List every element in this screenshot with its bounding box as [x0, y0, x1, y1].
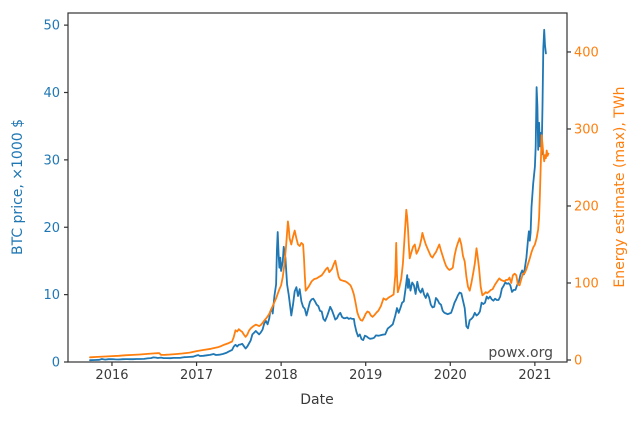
x-tick-label-2018: 2018: [265, 368, 298, 383]
left-tick-label-30: 30: [43, 153, 60, 168]
left-tick-label-0: 0: [52, 356, 60, 371]
left-axis-label: BTC price, ×1000 $: [10, 119, 26, 255]
right-tick-label-100: 100: [574, 276, 599, 291]
right-tick-label-300: 300: [574, 122, 599, 137]
left-tick-label-50: 50: [43, 19, 60, 34]
left-tick-label-20: 20: [43, 221, 60, 236]
left-tick-label-10: 10: [43, 288, 60, 303]
right-tick-label-0: 0: [574, 353, 582, 368]
right-tick-label-200: 200: [574, 199, 599, 214]
axes-spines: [67, 12, 568, 363]
watermark: powx.org: [488, 345, 553, 361]
right-tick-label-400: 400: [574, 45, 599, 60]
x-tick-label-2016: 2016: [95, 368, 128, 383]
x-tick-label-2020: 2020: [434, 368, 467, 383]
right-axis-label: Energy estimate (max), TWh: [612, 86, 628, 287]
plot-layer: 2016 2017 2018 2019 2020 2021 0 10 20 30 40 50 0 100 2…: [43, 12, 599, 383]
left-tick-label-40: 40: [43, 86, 60, 101]
btc-price-line: [89, 28, 547, 362]
x-tick-label-2021: 2021: [518, 368, 551, 383]
x-axis-label: Date: [300, 392, 333, 408]
energy-line: [89, 134, 550, 359]
x-tick-label-2019: 2019: [349, 368, 382, 383]
x-tick-label-2017: 2017: [180, 368, 213, 383]
